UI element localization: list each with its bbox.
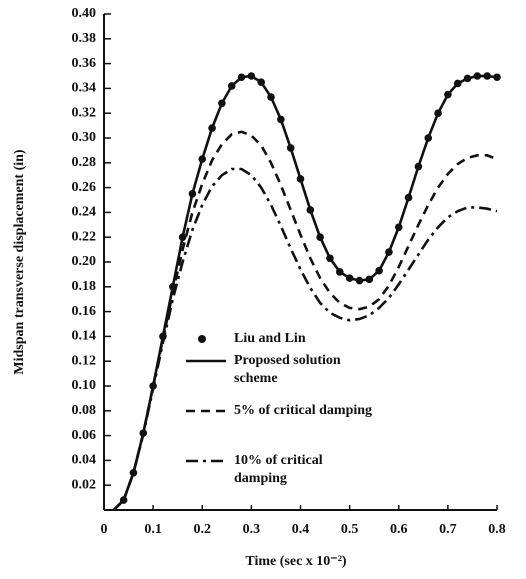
x-tick-label: 0.6 (390, 522, 408, 537)
y-tick-label: 0.38 (72, 31, 97, 46)
x-tick-label: 0.2 (194, 522, 212, 537)
y-tick-label: 0.12 (72, 353, 97, 368)
data-line (112, 130, 498, 511)
x-tick-label: 0.1 (144, 522, 162, 537)
y-tick-label: 0.36 (72, 56, 97, 71)
y-tick-label: 0.30 (72, 130, 97, 145)
data-line (112, 74, 498, 511)
x-tick-label: 0 (101, 522, 108, 537)
y-tick-label: 0.26 (72, 180, 97, 195)
legend-label: 10% of critical damping (234, 453, 323, 486)
legend-label: 5% of critical damping (234, 403, 373, 418)
data-line (112, 167, 498, 511)
y-tick-label: 0.22 (72, 229, 97, 244)
x-tick-label: 0.4 (292, 522, 310, 537)
x-axis-title: Time (sec x 10⁻²) (245, 554, 346, 569)
x-tick-label: 0.3 (243, 522, 261, 537)
y-tick-label: 0.10 (72, 378, 97, 393)
y-tick-label: 0.24 (72, 205, 97, 220)
y-tick-label: 0.14 (72, 329, 97, 344)
y-tick-label: 0.16 (72, 304, 97, 319)
y-tick-label: 0.40 (72, 6, 97, 21)
legend-label: Liu and Lin (234, 331, 306, 346)
y-tick-label: 0.20 (72, 254, 97, 269)
y-tick-label: 0.04 (72, 453, 97, 468)
legend-marker (198, 335, 206, 343)
legend-entry: 5% of critical damping (234, 403, 373, 418)
x-tick-label: 0.8 (488, 522, 506, 537)
legend-entry: 10% of critical damping (234, 453, 323, 486)
y-tick-label: 0.18 (72, 279, 97, 294)
legend-entry: Proposed solution scheme (234, 353, 341, 386)
legend-entry: Liu and Lin (234, 331, 306, 346)
legend-label: Proposed solution scheme (234, 353, 341, 386)
y-axis-title: Midspan transverse displacement (in) (12, 149, 27, 375)
y-tick-label: 0.08 (72, 403, 97, 418)
x-tick-label: 0.5 (341, 522, 359, 537)
y-tick-label: 0.34 (72, 81, 97, 96)
y-tick-label: 0.28 (72, 155, 97, 170)
y-tick-label: 0.02 (72, 477, 97, 492)
x-tick-label: 0.7 (439, 522, 457, 537)
y-tick-label: 0.06 (72, 428, 97, 443)
y-tick-label: 0.32 (72, 105, 97, 120)
